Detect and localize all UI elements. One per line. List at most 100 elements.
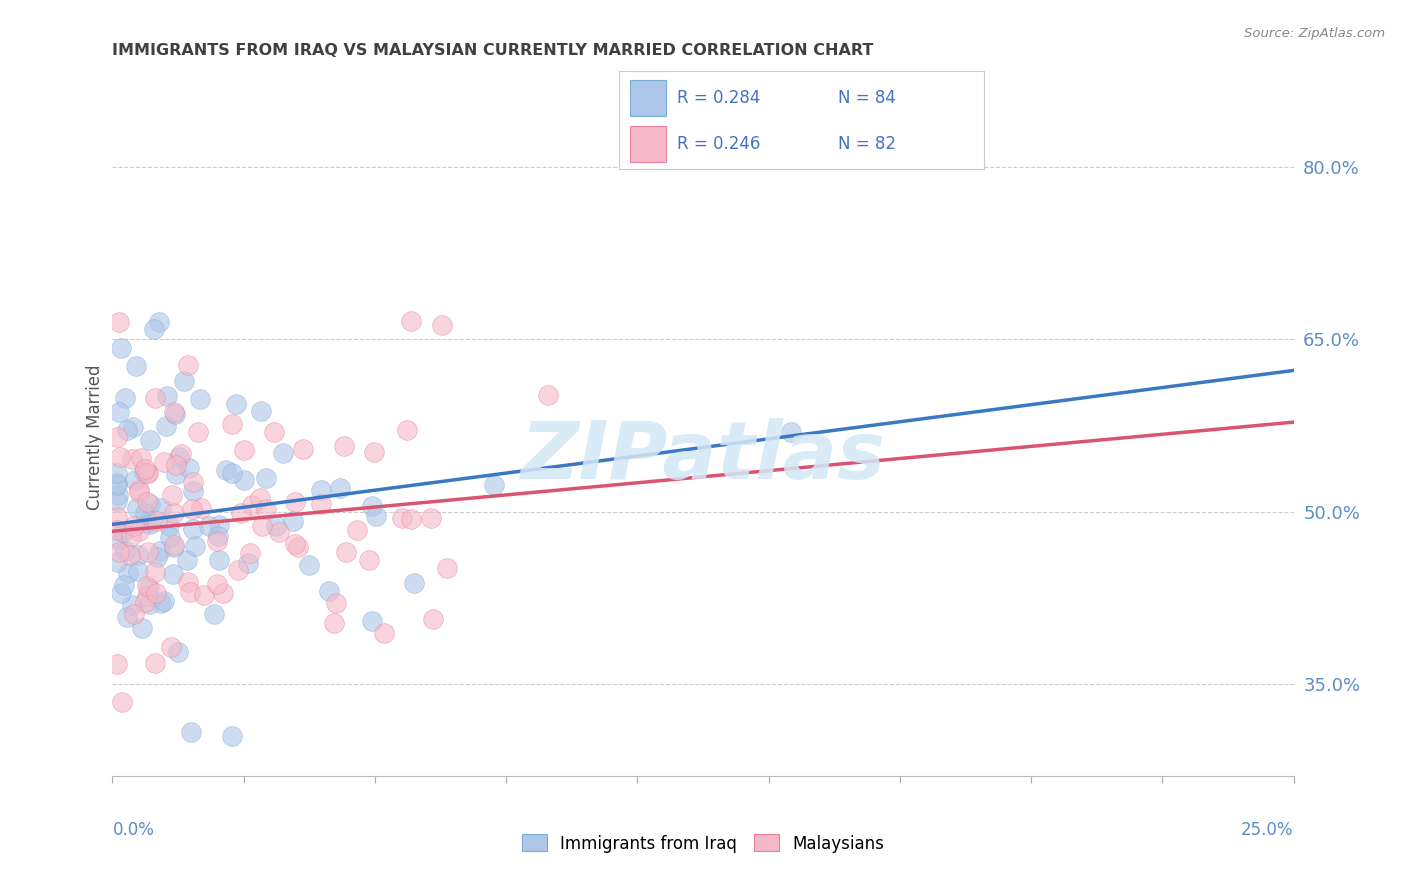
- Point: [110, 342, 132, 356]
- Point: [139, 497, 162, 511]
- Point: [273, 446, 295, 460]
- Point: [180, 501, 202, 516]
- Point: [163, 541, 186, 555]
- Point: [149, 500, 172, 515]
- Point: [128, 483, 150, 498]
- Point: [284, 537, 307, 551]
- Point: [166, 645, 188, 659]
- FancyBboxPatch shape: [630, 80, 666, 116]
- Point: [160, 487, 183, 501]
- Point: [153, 594, 176, 608]
- Point: [420, 511, 443, 525]
- Point: [207, 534, 229, 549]
- Point: [138, 581, 160, 595]
- Point: [430, 318, 453, 332]
- Point: [180, 725, 202, 739]
- Point: [254, 471, 277, 485]
- Point: [333, 439, 356, 453]
- Point: [212, 586, 235, 600]
- Point: [117, 566, 139, 581]
- Point: [107, 315, 129, 329]
- Point: [136, 494, 159, 508]
- Point: [250, 404, 273, 418]
- Point: [325, 596, 347, 610]
- Point: [160, 640, 183, 655]
- Text: R = 0.284: R = 0.284: [678, 89, 761, 107]
- Point: [153, 455, 176, 469]
- Point: [159, 530, 181, 544]
- Point: [233, 473, 256, 487]
- Point: [112, 577, 135, 591]
- Point: [207, 517, 229, 532]
- Point: [163, 405, 186, 419]
- Point: [177, 574, 200, 589]
- Point: [373, 626, 395, 640]
- Text: ZIPatlas: ZIPatlas: [520, 418, 886, 497]
- Text: N = 84: N = 84: [838, 89, 896, 107]
- Text: Source: ZipAtlas.com: Source: ZipAtlas.com: [1244, 27, 1385, 40]
- Text: N = 82: N = 82: [838, 135, 896, 153]
- Point: [143, 565, 166, 579]
- Point: [484, 478, 506, 492]
- Point: [163, 538, 186, 552]
- Point: [128, 524, 150, 538]
- Point: [239, 546, 262, 560]
- Point: [361, 615, 384, 629]
- Point: [173, 374, 195, 388]
- Point: [250, 519, 273, 533]
- Point: [281, 515, 304, 529]
- Point: [263, 425, 285, 440]
- Point: [402, 575, 425, 590]
- Point: [105, 555, 128, 569]
- Point: [127, 548, 149, 562]
- Point: [187, 425, 209, 439]
- Text: 0.0%: 0.0%: [112, 821, 155, 838]
- Point: [149, 596, 172, 610]
- Point: [135, 516, 157, 530]
- Point: [181, 522, 204, 536]
- Point: [135, 579, 157, 593]
- Y-axis label: Currently Married: Currently Married: [86, 364, 104, 510]
- Point: [184, 539, 207, 553]
- Point: [148, 543, 170, 558]
- Point: [363, 444, 385, 458]
- Point: [105, 532, 128, 546]
- Point: [197, 519, 219, 533]
- Point: [139, 433, 162, 447]
- Point: [136, 545, 159, 559]
- Point: [436, 560, 458, 574]
- Point: [122, 607, 145, 621]
- Point: [221, 467, 243, 481]
- Point: [136, 466, 159, 480]
- Point: [112, 524, 135, 539]
- Point: [128, 485, 150, 500]
- Point: [264, 519, 287, 533]
- Point: [115, 610, 138, 624]
- Point: [242, 498, 264, 512]
- Point: [143, 392, 166, 406]
- Point: [145, 514, 167, 528]
- Point: [105, 478, 128, 492]
- Point: [120, 549, 142, 563]
- Point: [267, 525, 290, 540]
- Point: [215, 462, 238, 476]
- Point: [105, 466, 128, 480]
- Point: [226, 563, 249, 577]
- Point: [229, 506, 252, 520]
- Point: [346, 524, 368, 538]
- Point: [181, 483, 204, 498]
- Point: [361, 499, 384, 513]
- Point: [138, 597, 160, 611]
- Point: [105, 657, 128, 671]
- Point: [121, 451, 143, 466]
- Legend: Immigrants from Iraq, Malaysians: Immigrants from Iraq, Malaysians: [515, 828, 891, 859]
- Point: [105, 476, 128, 491]
- Point: [193, 588, 215, 602]
- Point: [167, 450, 190, 464]
- Point: [122, 518, 145, 533]
- Point: [181, 475, 204, 489]
- Point: [165, 458, 187, 472]
- Point: [134, 465, 156, 479]
- Point: [111, 695, 134, 709]
- Point: [105, 430, 128, 444]
